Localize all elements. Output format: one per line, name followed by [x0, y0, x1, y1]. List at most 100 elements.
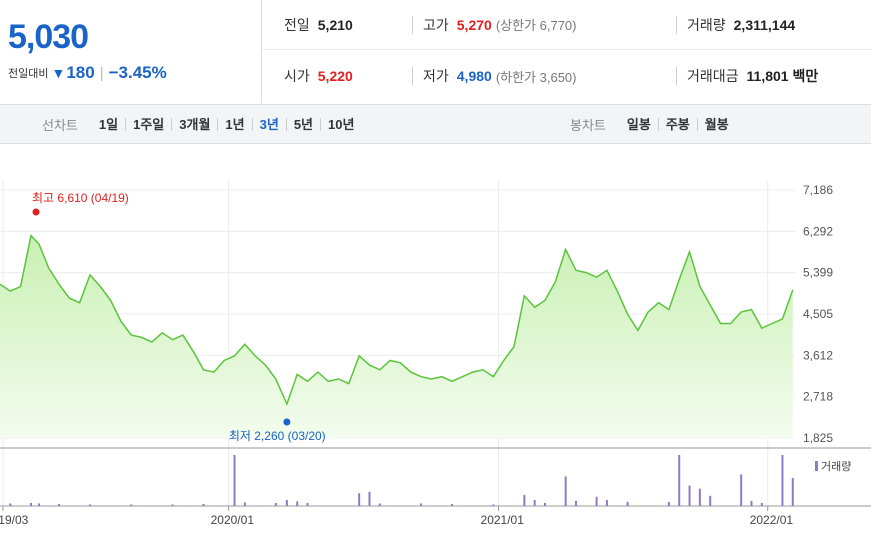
volume-bar [29, 502, 32, 506]
y-tick-label: 3,612 [803, 348, 833, 362]
x-tick-label: 2022/01 [750, 513, 794, 527]
tab-10y[interactable]: 10년 [320, 117, 361, 131]
volume-legend: 거래량 [821, 460, 851, 473]
chart-tabs: 선차트 1일 1주일 3개월 1년 3년 5년 10년 봉차트 일봉 주봉 월봉 [0, 104, 871, 144]
day-low-value: 4,980 [456, 68, 492, 84]
tab-3y[interactable]: 3년 [251, 117, 286, 131]
high-label: 최고 6,610 (04/19) [32, 191, 129, 205]
y-tick-label: 1,825 [803, 431, 833, 445]
change-amount: 180 [66, 63, 95, 82]
volume-bar [296, 501, 299, 506]
tab-weekly[interactable]: 주봉 [657, 117, 697, 131]
prev-close-label: 전일 [284, 16, 310, 33]
volume-bar [9, 503, 12, 506]
volume-bar [543, 502, 546, 506]
line-chart-title: 선차트 [42, 117, 78, 133]
y-tick-label: 2,718 [803, 390, 833, 404]
y-tick-label: 7,186 [803, 183, 833, 197]
low-marker [283, 418, 291, 426]
tab-1y[interactable]: 1년 [217, 117, 251, 131]
price-summary: 5,030 전일대비 ▼ 180 | −3.45% [0, 0, 262, 103]
volume-bar [492, 504, 495, 506]
tab-1w[interactable]: 1주일 [125, 117, 171, 131]
current-price: 5,030 [8, 18, 89, 56]
quote-details: 전일 5,210 고가 5,270 (상한가 6,770) 거래량 2,311,… [262, 0, 871, 103]
volume-bar [171, 504, 174, 506]
volume-bar [285, 499, 288, 506]
change-label: 전일대비 [8, 68, 49, 80]
volume-bar [781, 455, 784, 506]
lower-limit: (하한가 3,650) [495, 69, 577, 85]
volume-bar [306, 502, 309, 506]
down-triangle-icon: ▼ [51, 65, 66, 81]
price-line [0, 234, 794, 407]
low-label: 최저 2,260 (03/20) [229, 429, 326, 443]
volume-bar [378, 503, 381, 506]
volume-bar [626, 501, 629, 506]
volume-bar [88, 504, 91, 506]
x-tick-label: 2019/03 [0, 513, 29, 527]
volume-bar [368, 491, 371, 506]
tab-5y[interactable]: 5년 [285, 117, 320, 131]
prev-close-value: 5,210 [317, 16, 353, 33]
volume-bar [740, 474, 743, 506]
volume-bar [750, 500, 753, 506]
price-area [0, 235, 793, 438]
volume-bar [274, 502, 277, 506]
volume-bar [130, 504, 133, 506]
volume-bar [698, 488, 701, 506]
volume-bar [709, 495, 712, 506]
tab-1d[interactable]: 1일 [98, 116, 119, 132]
x-tick-label: 2021/01 [481, 513, 525, 527]
volume-bar [791, 477, 794, 506]
volume-bar [678, 455, 681, 506]
upper-limit: (상한가 6,770) [495, 18, 577, 33]
line-chart-tabs: 선차트 1일 1주일 3개월 1년 3년 5년 10년 [42, 115, 361, 134]
day-high-value: 5,270 [456, 16, 492, 33]
candle-chart-title: 봉차트 [570, 117, 606, 133]
volume-label: 거래량 [687, 16, 726, 33]
y-tick-label: 5,399 [803, 266, 833, 280]
change-percent: −3.45% [108, 63, 167, 82]
volume-bar [574, 500, 577, 506]
volume-bar [451, 503, 454, 506]
high-marker [32, 208, 40, 216]
volume-bar [523, 494, 526, 506]
day-high: 고가 5,270 (상한가 6,770) [412, 15, 577, 34]
volume-bar [233, 455, 236, 506]
open-price-label: 시가 [284, 68, 310, 84]
volume-bar [202, 503, 205, 506]
volume-bar [57, 503, 60, 506]
volume-bar [564, 476, 567, 506]
price-change: 전일대비 ▼ 180 | −3.45% [8, 63, 167, 83]
volume-bar [420, 503, 423, 506]
candle-chart-tabs: 봉차트 일봉 주봉 월봉 [570, 115, 736, 134]
tab-monthly[interactable]: 월봉 [696, 117, 736, 131]
volume-bar [38, 503, 41, 506]
day-low: 저가 4,980 (하한가 3,650) [412, 67, 577, 85]
volume-legend-swatch [815, 461, 818, 471]
volume: 거래량 2,311,144 [676, 15, 796, 34]
volume-value: 2,311,144 [733, 16, 796, 33]
open-price: 시가 5,220 [284, 67, 353, 85]
volume-bar [243, 502, 246, 506]
volume-bar [667, 501, 670, 506]
y-tick-label: 4,505 [803, 307, 833, 321]
trade-value: 거래대금 11,801 백만 [676, 67, 818, 85]
trade-value-value: 11,801 백만 [746, 68, 819, 84]
volume-bar [688, 485, 691, 506]
quote-row-1: 전일 5,210 고가 5,270 (상한가 6,770) 거래량 2,311,… [262, 0, 871, 50]
volume-bar [605, 499, 608, 506]
day-low-label: 저가 [423, 68, 449, 84]
quote-row-2: 시가 5,220 저가 4,980 (하한가 3,650) 거래대금 11,80… [262, 51, 871, 101]
trade-value-label: 거래대금 [687, 68, 739, 84]
price-chart: 7,186 6,292 5,399 4,505 3,612 2,718 1,825 2019/… [0, 180, 871, 527]
tab-3m[interactable]: 3개월 [171, 117, 217, 131]
open-price-value: 5,220 [317, 68, 353, 84]
tab-daily[interactable]: 일봉 [626, 116, 651, 132]
volume-bar [595, 496, 598, 506]
volume-bar [533, 499, 536, 506]
volume-bar [760, 502, 763, 506]
y-tick-label: 6,292 [803, 224, 833, 238]
prev-close: 전일 5,210 [284, 16, 353, 34]
